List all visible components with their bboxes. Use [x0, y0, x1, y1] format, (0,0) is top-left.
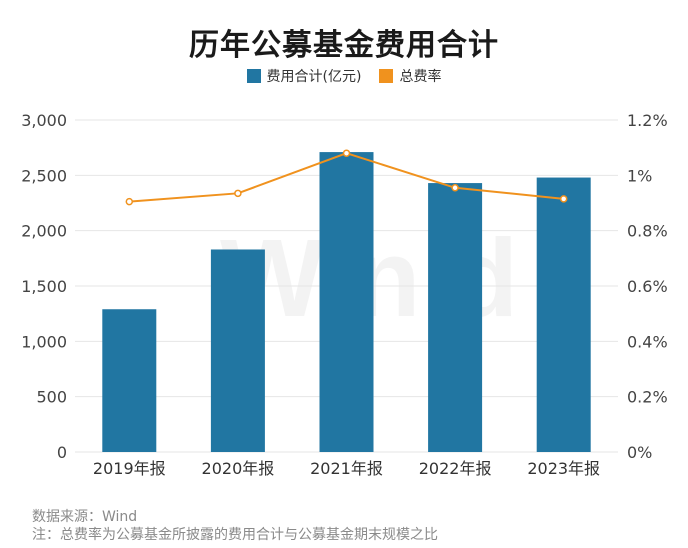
legend-label-fee: 费用合计(亿元) [266, 69, 362, 85]
bar [536, 177, 591, 452]
y-right-tick-label: 0.8% [627, 222, 668, 241]
legend: 费用合计(亿元) 总费率 [0, 66, 688, 86]
y-left-tick-label: 1,500 [21, 277, 67, 296]
y-right-tick-label: 1% [627, 166, 652, 185]
rate-point [125, 197, 134, 206]
x-tick-label: 2022年报 [419, 459, 492, 478]
y-left-tick-label: 3,000 [21, 111, 67, 130]
legend-label-rate: 总费率 [399, 69, 442, 85]
legend-swatch-rate [379, 69, 394, 83]
footnote: 注：总费率为公募基金所披露的费用合计与公募基金期末规模之比 [32, 527, 438, 543]
rate-point [559, 195, 568, 203]
y-left-tick-label: 500 [36, 388, 67, 407]
y-right-tick-label: 0% [627, 443, 652, 462]
y-right-tick-label: 0.4% [627, 332, 668, 351]
bar [319, 152, 374, 453]
rate-point [234, 189, 242, 198]
bar [210, 249, 265, 452]
rate-point [451, 184, 459, 192]
y-right-tick-label: 0.6% [627, 277, 668, 296]
bar [102, 309, 157, 452]
rate-point [342, 149, 351, 157]
y-left-tick-label: 1,000 [21, 332, 67, 351]
x-tick-label: 2023年报 [527, 459, 600, 478]
y-left-tick-label: 2,500 [21, 166, 67, 185]
legend-item-rate: 总费率 [379, 66, 441, 86]
y-right-tick-label: 1.2% [627, 111, 668, 130]
x-tick-label: 2020年报 [202, 459, 275, 478]
chart-title: 历年公募基金费用合计 [189, 28, 499, 63]
y-left-tick-label: 0 [57, 443, 67, 462]
legend-swatch-fee [246, 69, 261, 83]
legend-item-fee: 费用合计(亿元) [246, 66, 362, 86]
y-left-tick-label: 2,000 [21, 222, 67, 241]
x-tick-label: 2019年报 [93, 459, 166, 478]
bar [428, 183, 483, 452]
source-note: 数据来源：Wind [32, 509, 138, 525]
x-tick-label: 2021年报 [310, 459, 383, 478]
y-right-tick-label: 0.2% [627, 388, 668, 407]
